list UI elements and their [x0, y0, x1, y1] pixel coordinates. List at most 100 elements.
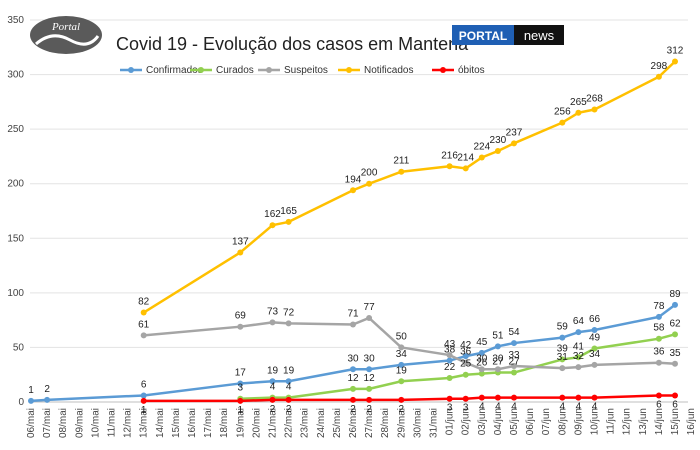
data-label: 1 [238, 405, 244, 416]
data-label: 62 [669, 318, 681, 329]
x-tick-label: 06/jun [525, 408, 536, 435]
data-label: 51 [492, 330, 504, 341]
data-label: 2 [44, 384, 50, 395]
data-label: 36 [460, 347, 472, 358]
data-point-confirmados [559, 334, 566, 341]
data-point-notificados [494, 147, 501, 154]
data-point-notificados [559, 119, 566, 126]
series-group [28, 58, 678, 404]
y-tick-label: 150 [7, 233, 24, 244]
legend-marker [346, 67, 352, 73]
data-label: 298 [651, 61, 668, 72]
x-tick-label: 25/mai [332, 408, 343, 438]
data-point-confirmados [44, 396, 51, 403]
data-label: 50 [396, 331, 408, 342]
data-label: 30 [476, 353, 488, 364]
data-point-notificados [478, 154, 485, 161]
data-label: 22 [444, 362, 456, 373]
data-label: 6 [141, 379, 147, 390]
data-point-óbitos [350, 396, 356, 403]
brand-right-bg [514, 25, 564, 45]
data-point-óbitos [398, 396, 405, 403]
legend-marker [266, 67, 272, 73]
x-tick-label: 12/mai [123, 408, 134, 438]
data-label: 268 [586, 93, 603, 104]
data-point-curados [655, 335, 662, 342]
data-point-notificados [446, 163, 453, 170]
data-label: 19 [267, 365, 279, 376]
data-label: 49 [589, 333, 601, 344]
data-point-óbitos [591, 394, 598, 401]
data-label: 34 [396, 349, 408, 360]
brand-left-bg [452, 25, 514, 45]
legend-label: Notificados [364, 65, 413, 76]
data-label: 237 [506, 127, 523, 138]
x-tick-label: 31/mai [429, 408, 440, 438]
data-label: 4 [511, 402, 517, 413]
data-point-confirmados [28, 397, 34, 404]
data-label: 71 [347, 309, 359, 320]
x-tick-label: 06/mai [26, 408, 37, 438]
data-label: 25 [460, 359, 472, 370]
data-point-curados [672, 331, 678, 338]
x-axis: 06/mai 07/mai 08/mai 09/mai 10/mai 11/mai 12/m… [26, 408, 697, 438]
y-tick-label: 100 [7, 288, 24, 299]
data-point-suspeitos [655, 359, 662, 366]
data-point-notificados [285, 218, 292, 225]
data-point-suspeitos [462, 359, 469, 366]
x-tick-label: 07/jun [541, 408, 552, 435]
data-point-suspeitos [366, 314, 373, 321]
data-label: 45 [476, 337, 488, 348]
x-tick-label: 04/jun [493, 408, 504, 435]
x-tick-label: 14/jun [654, 408, 665, 435]
data-label: 216 [441, 150, 458, 161]
data-point-confirmados [398, 361, 405, 368]
y-tick-label: 0 [18, 397, 24, 408]
legend: Confirmados Curados Suspeitos Notificados ób… [120, 65, 485, 76]
data-label: 256 [554, 107, 571, 118]
legend-marker [440, 67, 446, 73]
data-point-notificados [672, 58, 678, 65]
data-label: 137 [232, 236, 249, 247]
data-label: 82 [138, 297, 150, 308]
x-tick-label: 05/jun [509, 408, 520, 435]
data-point-confirmados [511, 340, 517, 347]
data-label: 73 [267, 306, 279, 317]
x-tick-label: 07/mai [42, 408, 53, 438]
y-tick-label: 250 [7, 124, 24, 135]
data-label: 4 [495, 402, 501, 413]
data-label: 27 [508, 357, 520, 368]
data-point-óbitos [655, 392, 662, 399]
legend-label: Confirmados [146, 65, 203, 76]
data-label: 1 [141, 405, 147, 416]
gridlines [30, 19, 688, 348]
legend-label: óbitos [458, 65, 485, 76]
x-tick-label: 20/mai [251, 408, 262, 438]
data-label: 39 [557, 343, 569, 354]
data-label: 30 [364, 353, 376, 364]
data-label: 3 [447, 403, 453, 414]
data-label: 200 [361, 168, 378, 179]
data-label: 194 [345, 174, 362, 185]
legend-marker [198, 67, 204, 73]
x-tick-label: 24/mai [316, 408, 327, 438]
data-point-notificados [398, 168, 405, 175]
series-line-curados [240, 333, 676, 400]
x-tick-label: 09/jun [573, 408, 584, 435]
x-tick-label: 23/mai [300, 408, 311, 438]
data-point-suspeitos [478, 366, 485, 373]
data-point-óbitos [446, 395, 453, 402]
data-point-suspeitos [446, 352, 453, 359]
data-label: 41 [573, 341, 585, 352]
x-tick-label: 30/mai [412, 408, 423, 438]
data-point-óbitos [494, 394, 501, 401]
data-point-óbitos [672, 392, 678, 399]
data-point-notificados [269, 222, 276, 229]
x-tick-label: 12/jun [622, 408, 633, 435]
data-label: 6 [672, 399, 678, 410]
data-label: 165 [280, 206, 297, 217]
data-point-suspeitos [575, 364, 582, 371]
data-label: 61 [138, 319, 150, 330]
